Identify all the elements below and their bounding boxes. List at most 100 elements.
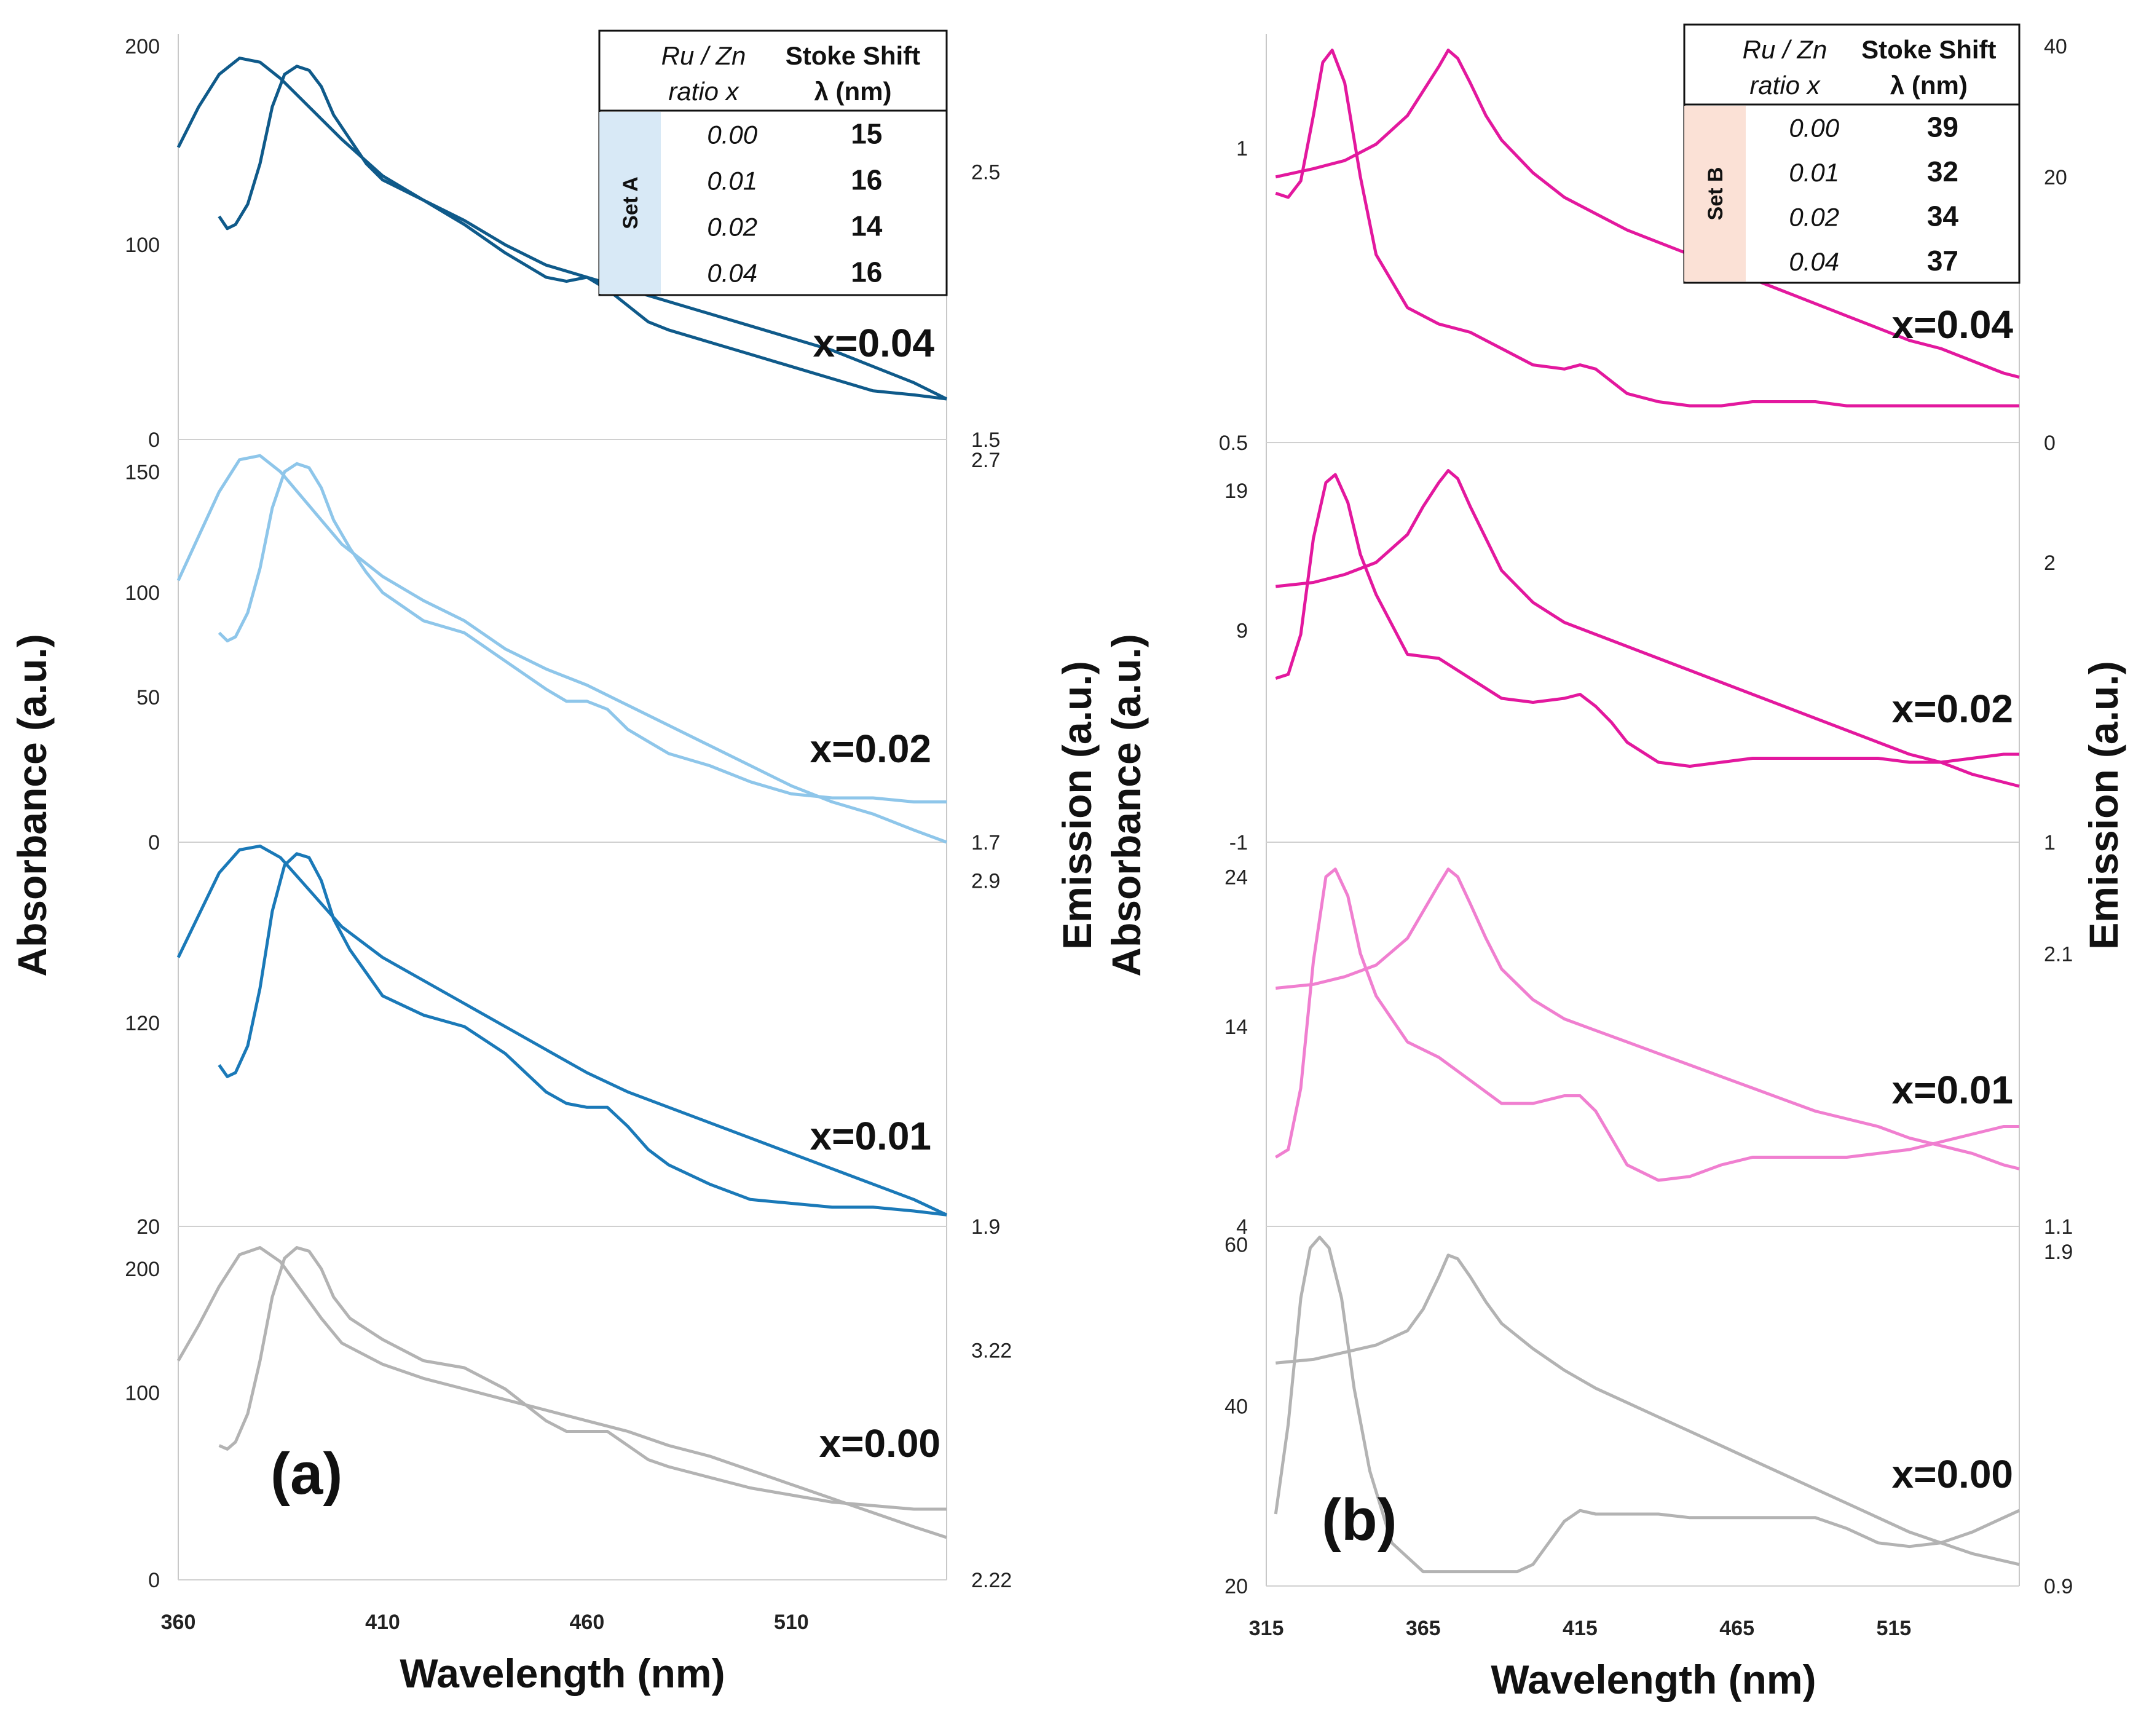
- left-tick-label: 50: [136, 686, 160, 709]
- right-tick-label: 2.9: [971, 870, 1000, 893]
- panel-b: 1 0.5 40 20 0 x=0.04 19 9 -1 2 1 x=0.02 24 14 4 2.1 1.1 x…: [1103, 23, 2126, 1702]
- left-tick-label: 120: [125, 1012, 160, 1035]
- right-tick-label: 1.9: [2044, 1241, 2073, 1264]
- series-label: x=0.01: [810, 1114, 931, 1158]
- panel-label: (b): [1322, 1487, 1397, 1553]
- stoke-shift-table: Ru / Zn ratio x Stoke Shift λ (nm) 0.00 15 0.0…: [598, 30, 948, 296]
- emission-line: [218, 65, 947, 401]
- right-tick-label: 1.1: [2044, 1215, 2073, 1239]
- absorbance-line: [1274, 867, 2019, 1182]
- set-label: Set B: [1704, 167, 1727, 221]
- x-axis-title: Wavelength (nm): [400, 1651, 725, 1696]
- table-header-shift-1: λ (nm): [814, 77, 891, 106]
- series-label: x=0.02: [810, 727, 931, 771]
- left-tick-label: 100: [125, 234, 160, 257]
- emission-line: [1276, 469, 2020, 788]
- table-header-ratio-0: Ru / Zn: [661, 41, 746, 70]
- emission-line: [1275, 49, 2020, 379]
- set-label-cell: [599, 112, 661, 294]
- table-cell-shift: 15: [851, 118, 882, 150]
- right-tick-label: 1.7: [971, 831, 1000, 854]
- left-tick-label: 150: [125, 460, 160, 484]
- absorbance-line: [176, 454, 947, 844]
- right-tick-label: 1.9: [971, 1215, 1000, 1239]
- emission-line: [218, 852, 947, 1217]
- table-header-shift-0: Stoke Shift: [1861, 35, 1996, 64]
- x-tick-label: 410: [365, 1611, 400, 1634]
- absorbance-line: [1275, 49, 2019, 408]
- left-tick-label: 100: [125, 582, 160, 605]
- table-cell-shift: 16: [851, 256, 882, 288]
- table-cell-shift: 32: [1927, 156, 1958, 187]
- series-label: x=0.04: [1891, 302, 2013, 347]
- x-tick-label: 365: [1406, 1617, 1441, 1640]
- series-label: x=0.01: [1891, 1068, 2013, 1112]
- series-label: x=0.02: [1891, 687, 2013, 731]
- subplot-x=0.04: 1 0.5 40 20 0 x=0.04: [1219, 35, 2067, 455]
- table-cell-ratio: 0.02: [707, 213, 757, 242]
- emission-line: [218, 1246, 947, 1511]
- right-tick-label: 2.5: [971, 160, 1000, 184]
- x-tick-label: 460: [570, 1611, 605, 1634]
- series-label: x=0.00: [1891, 1452, 2013, 1496]
- left-tick-label: 0.5: [1219, 432, 1248, 455]
- y-axis-title-right: Emission (a.u.): [1054, 661, 1100, 949]
- right-tick-label: 0.9: [2044, 1575, 2073, 1598]
- left-tick-label: 100: [125, 1381, 160, 1405]
- left-tick-label: 20: [1224, 1575, 1248, 1598]
- subplot-x=0.02: 150 100 50 0 2.7 1.7 x=0.02: [125, 449, 1000, 854]
- x-axis-title: Wavelength (nm): [1491, 1657, 1816, 1702]
- x-tick-label: 515: [1876, 1617, 1911, 1640]
- table-header-ratio-1: ratio x: [1749, 71, 1821, 100]
- y-axis-title-left: Absorbance (a.u.): [9, 634, 55, 976]
- table-header-ratio-0: Ru / Zn: [1743, 35, 1828, 64]
- table-cell-shift: 37: [1927, 245, 1958, 277]
- left-tick-label: 40: [1224, 1395, 1248, 1419]
- table-cell-shift: 34: [1927, 200, 1959, 232]
- right-tick-label: 3.22: [971, 1339, 1012, 1362]
- table-cell-ratio: 0.00: [707, 120, 757, 149]
- left-tick-label: 14: [1224, 1016, 1248, 1039]
- x-tick-label: 415: [1563, 1617, 1598, 1640]
- left-tick-label: 19: [1224, 479, 1248, 503]
- stoke-shift-table: Ru / Zn ratio x Stoke Shift λ (nm) 0.00 39 0.0…: [1683, 23, 2021, 284]
- subplot-x=0.00: 200 100 0 3.22 2.22 x=0.00: [125, 1246, 1012, 1592]
- panel-label: (a): [270, 1441, 342, 1507]
- absorbance-line: [1275, 473, 2019, 768]
- subplot-x=0.01: 120 20 2.9 1.9 x=0.01: [125, 844, 1000, 1239]
- subplot-x=0.00: 60 40 20 1.9 0.9 x=0.00: [1224, 1233, 2073, 1598]
- x-tick-label: 510: [774, 1611, 809, 1634]
- table-cell-ratio: 0.01: [707, 167, 757, 195]
- table-cell-ratio: 0.00: [1789, 113, 1839, 142]
- absorbance-line: [176, 1246, 947, 1539]
- y-axis-title-left: Absorbance (a.u.): [1103, 634, 1149, 976]
- table-cell-shift: 14: [851, 210, 883, 242]
- left-tick-label: 0: [148, 428, 160, 452]
- right-tick-label: 2: [2044, 551, 2056, 575]
- absorbance-line: [1274, 1236, 2021, 1574]
- right-tick-label: 2.7: [971, 449, 1000, 472]
- set-label: Set A: [619, 176, 642, 229]
- table-header-shift-1: λ (nm): [1890, 71, 1968, 100]
- absorbance-line: [176, 844, 948, 1217]
- emission-line: [1276, 867, 2020, 1170]
- right-tick-label: 1: [2044, 831, 2056, 854]
- emission-line: [1276, 1253, 2020, 1566]
- left-tick-label: 20: [136, 1215, 160, 1239]
- right-tick-label: 0: [2044, 432, 2056, 455]
- left-tick-label: -1: [1229, 831, 1248, 854]
- set-label-cell: [1684, 106, 1746, 282]
- table-header-ratio-1: ratio x: [668, 77, 739, 106]
- table-header-shift-0: Stoke Shift: [786, 41, 920, 70]
- absorbance-line: [176, 57, 948, 401]
- left-tick-label: 1: [1236, 137, 1248, 160]
- right-tick-label: 1.5: [971, 428, 1000, 452]
- left-tick-label: 24: [1224, 866, 1248, 889]
- emission-line: [218, 462, 947, 803]
- table-cell-ratio: 0.04: [1789, 247, 1839, 276]
- x-tick-label: 315: [1249, 1617, 1284, 1640]
- subplot-x=0.02: 19 9 -1 2 1 x=0.02: [1224, 469, 2056, 854]
- left-tick-label: 4: [1236, 1215, 1248, 1239]
- table-cell-ratio: 0.01: [1789, 158, 1839, 187]
